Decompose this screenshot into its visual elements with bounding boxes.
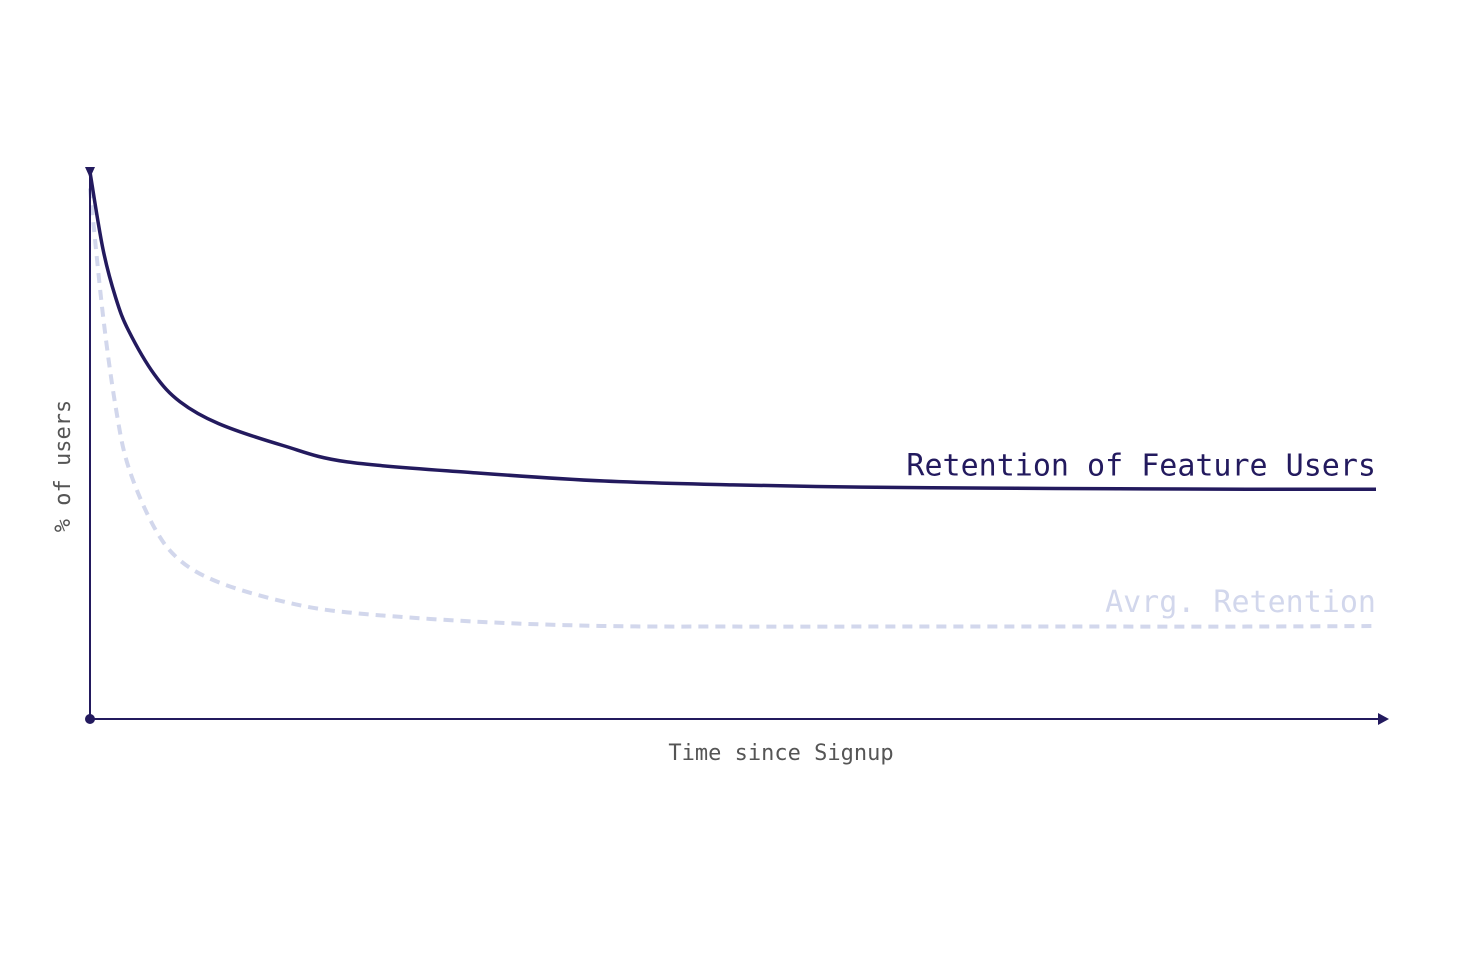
series-line-feature-users: [88, 171, 1377, 492]
series-label-feature-users: Retention of Feature Users: [906, 448, 1376, 483]
x-axis-arrow: [1378, 713, 1389, 725]
series-line-average: [88, 188, 1377, 629]
x-axis-label: Time since Signup: [668, 741, 893, 766]
origin-dot: [85, 714, 95, 724]
y-axis-arrow: [85, 167, 95, 178]
series-label-average: Avrg. Retention: [1105, 585, 1376, 620]
series-layer: [88, 171, 1377, 629]
y-axis-label: % of users: [51, 400, 76, 532]
